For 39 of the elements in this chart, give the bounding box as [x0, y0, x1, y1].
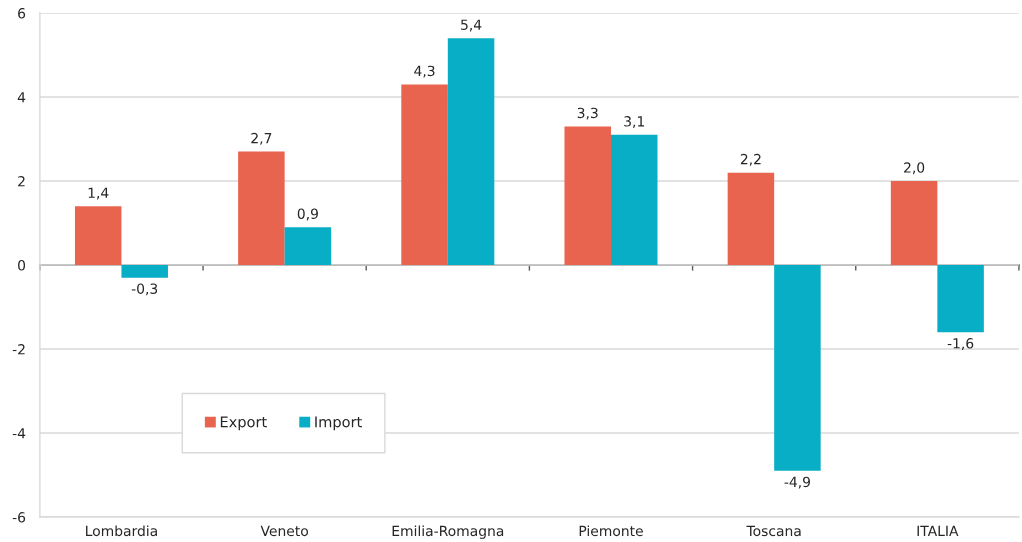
y-tick-label: 0: [18, 260, 26, 271]
legend-label: Export: [220, 416, 267, 431]
data-label: 1,4: [88, 187, 109, 200]
data-label: 3,1: [624, 116, 644, 128]
data-label: -0,3: [131, 283, 158, 296]
data-label: 2,7: [251, 132, 272, 145]
bar: [284, 227, 332, 266]
bar: [937, 265, 984, 333]
data-label: -1,6: [947, 338, 974, 350]
bar: [890, 181, 938, 266]
bar: [447, 38, 495, 266]
bar: [74, 206, 122, 266]
data-label: 5,4: [461, 19, 482, 32]
data-label: 0,9: [297, 208, 318, 221]
x-tick-label: Veneto: [260, 525, 308, 537]
x-tick-label: Toscana: [746, 525, 801, 537]
bar: [564, 126, 611, 266]
x-tick-label: Lombardia: [86, 525, 157, 537]
data-label: 3,3: [577, 107, 598, 120]
bar: [610, 134, 658, 266]
x-tick-label: Emilia-Romagna: [392, 525, 504, 539]
x-tick-label: Piemonte: [579, 525, 643, 537]
bar: [774, 265, 821, 471]
data-label: 2,0: [904, 162, 925, 175]
data-label: 4,3: [414, 65, 435, 78]
bar: [121, 265, 168, 278]
legend-label: Import: [315, 416, 362, 431]
bar: [401, 84, 448, 266]
y-tick-label: -2: [12, 344, 25, 355]
data-label: 2,2: [740, 153, 761, 166]
x-tick-label: ITALIA: [917, 525, 959, 536]
data-label: -4,9: [784, 476, 810, 489]
bar: [727, 172, 775, 266]
bar: [238, 151, 285, 266]
y-tick-label: -4: [12, 428, 26, 439]
y-tick-label: 6: [18, 7, 26, 19]
y-tick-label: 2: [18, 176, 25, 187]
y-tick-label: -6: [12, 512, 26, 523]
y-tick-label: 4: [17, 92, 26, 103]
